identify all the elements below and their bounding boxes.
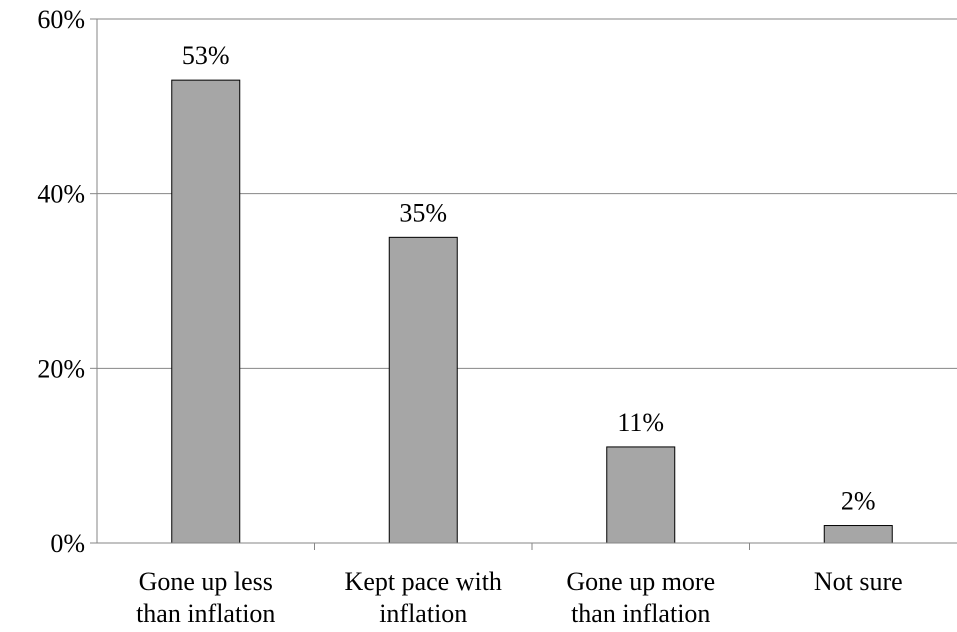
category-label: Kept pace with inflation bbox=[345, 567, 502, 628]
y-tick-labels: 0% 20% 40% 60% bbox=[37, 5, 85, 558]
x-tick-marks bbox=[314, 543, 750, 550]
category-label-line: Kept pace with bbox=[345, 567, 502, 596]
bar bbox=[388, 236, 458, 544]
category-label: Gone up more than inflation bbox=[566, 567, 715, 628]
category-label: Not sure bbox=[814, 567, 903, 596]
category-label-line: inflation bbox=[379, 599, 467, 628]
y-tick-label: 40% bbox=[37, 180, 85, 209]
data-label: 11% bbox=[617, 408, 664, 437]
category-labels: Gone up less than inflation Kept pace with… bbox=[136, 567, 903, 628]
y-tick-label: 20% bbox=[37, 354, 85, 383]
y-tick-label: 0% bbox=[50, 529, 85, 558]
bar bbox=[606, 446, 676, 544]
category-label-line: Gone up more bbox=[566, 567, 715, 596]
data-labels: 53% 35% 11% 2% bbox=[182, 41, 876, 515]
data-label: 35% bbox=[399, 198, 447, 227]
category-label: Gone up less than inflation bbox=[136, 567, 275, 628]
gridlines bbox=[90, 18, 957, 544]
bar bbox=[171, 79, 241, 544]
category-label-line: than inflation bbox=[136, 599, 275, 628]
category-label-line: Gone up less bbox=[139, 567, 273, 596]
data-label: 53% bbox=[182, 41, 230, 70]
category-label-line: than inflation bbox=[571, 599, 710, 628]
bars bbox=[171, 79, 893, 544]
y-tick-label: 60% bbox=[37, 5, 85, 34]
data-label: 2% bbox=[841, 487, 876, 516]
bar bbox=[823, 525, 893, 544]
category-label-line: Not sure bbox=[814, 567, 903, 596]
